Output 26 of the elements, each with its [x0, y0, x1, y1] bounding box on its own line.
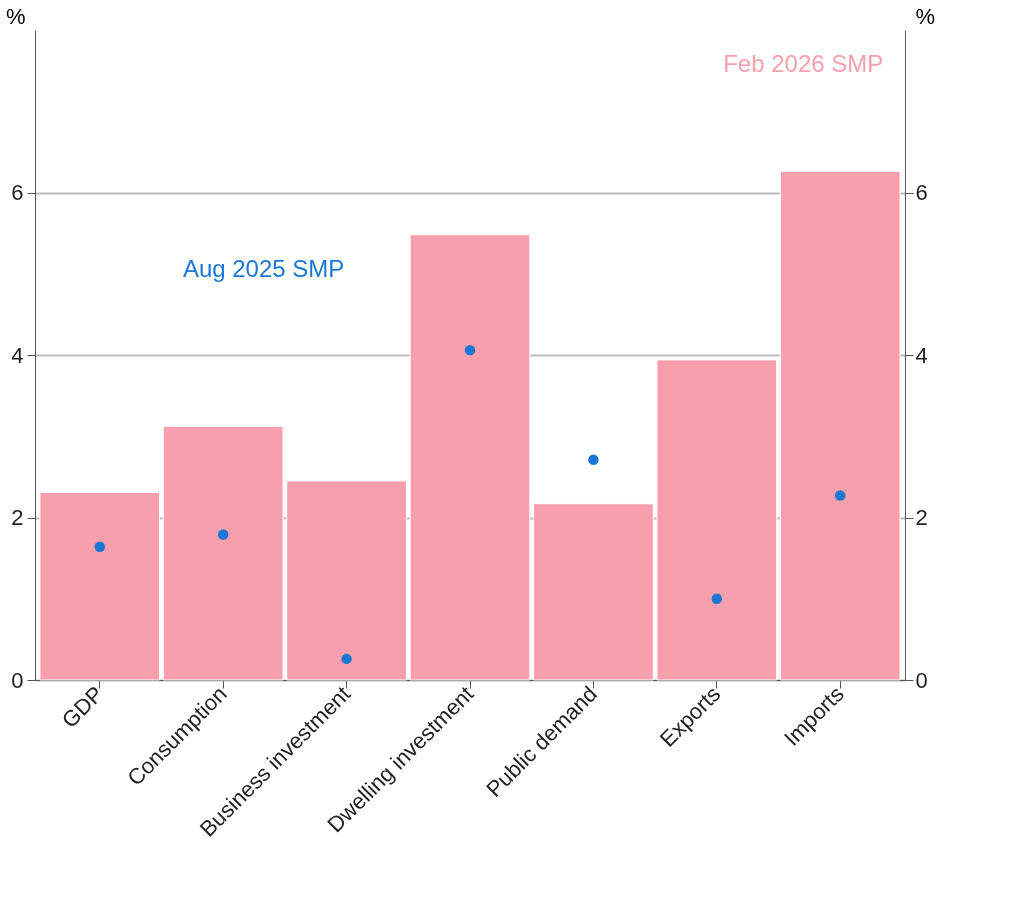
y-tick-label: 6 [11, 180, 24, 205]
point [588, 454, 599, 466]
y2-tick-label: 2 [915, 505, 928, 530]
bar [533, 503, 654, 681]
y2-tick-label: 6 [915, 180, 928, 205]
bar [286, 480, 407, 681]
y2-axis-title: % [915, 3, 936, 29]
bar [779, 170, 901, 681]
point [341, 653, 352, 665]
bar [39, 491, 161, 681]
text: Feb 2026 SMP [723, 50, 884, 77]
y-axis-title: % [5, 3, 26, 29]
y2-tick-label: 4 [915, 342, 928, 368]
point [94, 541, 106, 552]
y2-tick-label: 0 [915, 667, 928, 693]
text: Aug 2025 SMP [182, 255, 345, 282]
y-tick-label: 4 [11, 342, 24, 368]
y-tick-label: 2 [11, 505, 24, 530]
y-tick-label: 0 [11, 667, 24, 693]
bar [162, 426, 284, 681]
bar [409, 234, 531, 681]
point [834, 490, 846, 501]
point [464, 344, 476, 356]
point [711, 593, 723, 604]
point [217, 529, 229, 540]
bar [656, 359, 778, 681]
